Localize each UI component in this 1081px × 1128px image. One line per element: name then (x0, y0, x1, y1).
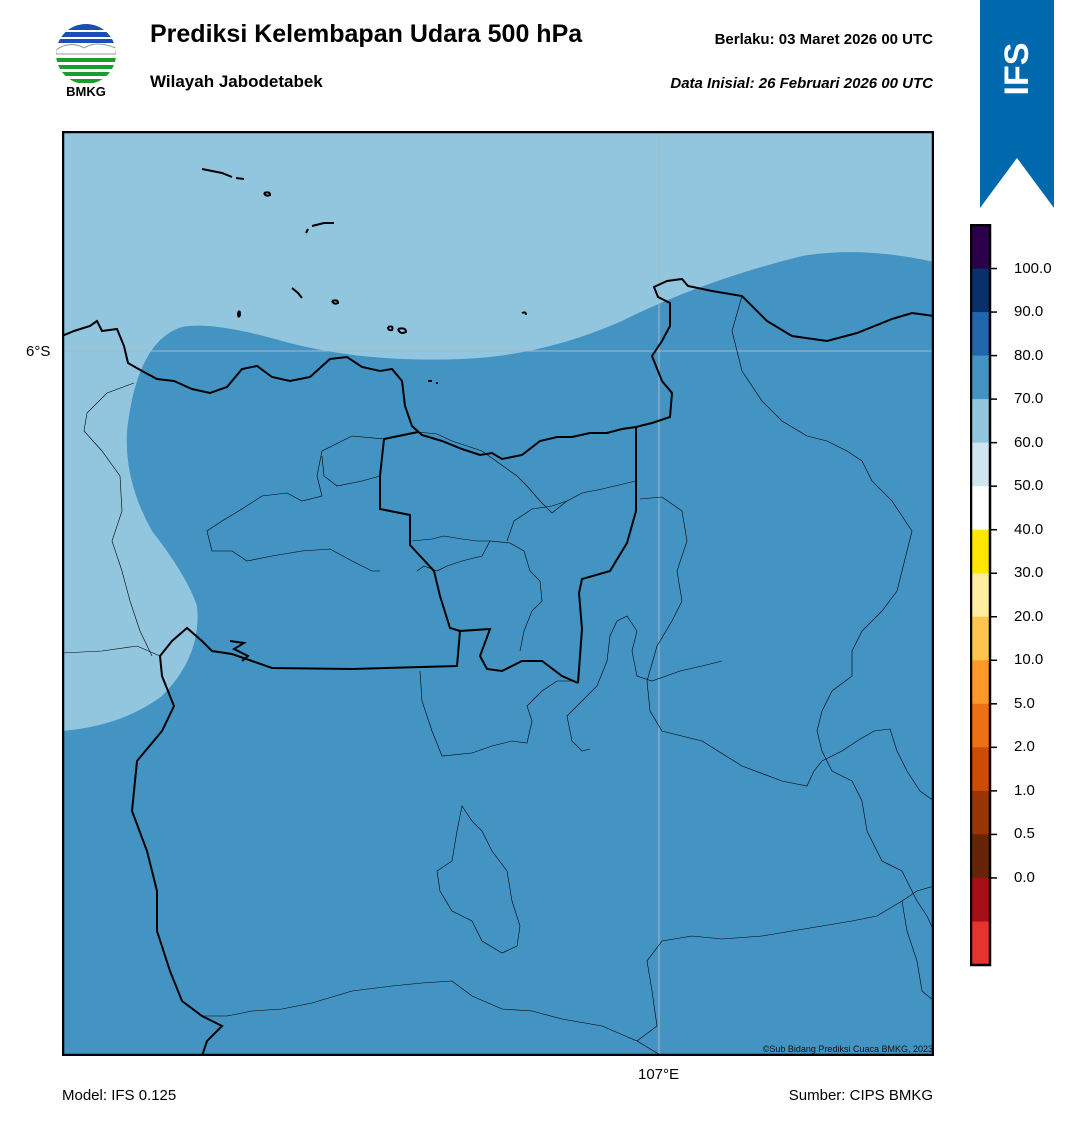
region-subtitle: Wilayah Jabodetabek (150, 72, 323, 91)
page-title: Prediksi Kelembapan Udara 500 hPa (150, 20, 583, 48)
colorbar-band (971, 573, 990, 618)
colorbar-band (971, 616, 990, 661)
colorbar-tick-label: 5.0 (1014, 694, 1035, 712)
colorbar-tick-label: 1.0 (1014, 781, 1035, 799)
coastline (62, 277, 934, 1056)
ifs-ribbon-badge (980, 0, 1054, 208)
map-frame (62, 131, 934, 1056)
latitude-label: 6°S (26, 343, 51, 360)
colorbar-band (971, 442, 990, 487)
colorbar-tick-label: 80.0 (1014, 346, 1044, 364)
colorbar (970, 224, 997, 967)
district-boundaries (62, 295, 934, 1056)
colorbar-tick-label: 100.0 (1014, 259, 1052, 277)
source-label: Sumber: CIPS BMKG (788, 1087, 933, 1104)
colorbar-tick-label: 2.0 (1014, 738, 1035, 756)
colorbar-band (971, 312, 990, 357)
colorbar-tick-label: 0.5 (1014, 825, 1035, 843)
colorbar-tick-label: 70.0 (1014, 390, 1044, 408)
bmkg-logo-icon (56, 24, 116, 84)
ifs-badge-text: IFS (998, 43, 1036, 96)
ifs-badge-label: IFS (998, 43, 1036, 96)
colorbar-band (971, 268, 990, 313)
islands (201, 168, 527, 384)
valid-time: Berlaku: 03 Maret 2026 00 UTC (714, 31, 933, 48)
logo-text: BMKG (66, 84, 106, 99)
colorbar-tick-label: 20.0 (1014, 607, 1044, 625)
colorbar-band (971, 660, 990, 705)
colorbar-tick-label: 50.0 (1014, 477, 1044, 495)
colorbar-band (971, 486, 990, 531)
colorbar-band (971, 355, 990, 400)
colorbar-band (971, 225, 990, 270)
longitude-label: 107°E (638, 1066, 680, 1083)
colorbar-band (971, 399, 990, 444)
colorbar-band (971, 747, 990, 792)
colorbar-band (971, 790, 990, 835)
colorbar-tick-label: 0.0 (1014, 868, 1035, 886)
colorbar-tick-label: 60.0 (1014, 433, 1044, 451)
colorbar-band (971, 877, 990, 922)
humidity-map (62, 131, 934, 1056)
colorbar-band (971, 529, 990, 574)
colorbar-frame (970, 224, 992, 967)
humidity-field-60-70 (62, 131, 934, 731)
model-label: Model: IFS 0.125 (62, 1087, 177, 1104)
colorbar-tick-label: 10.0 (1014, 651, 1044, 669)
colorbar-tick-label: 40.0 (1014, 520, 1044, 538)
colorbar-band (971, 921, 990, 966)
colorbar-tick-label: 30.0 (1014, 564, 1044, 582)
map-credit: ©Sub Bidang Prediksi Cuaca BMKG, 2023 (762, 1044, 933, 1054)
colorbar-band (971, 834, 990, 879)
colorbar-tick-label: 90.0 (1014, 303, 1044, 321)
initial-data-time: Data Inisial: 26 Februari 2026 00 UTC (670, 75, 933, 92)
colorbar-band (971, 703, 990, 748)
